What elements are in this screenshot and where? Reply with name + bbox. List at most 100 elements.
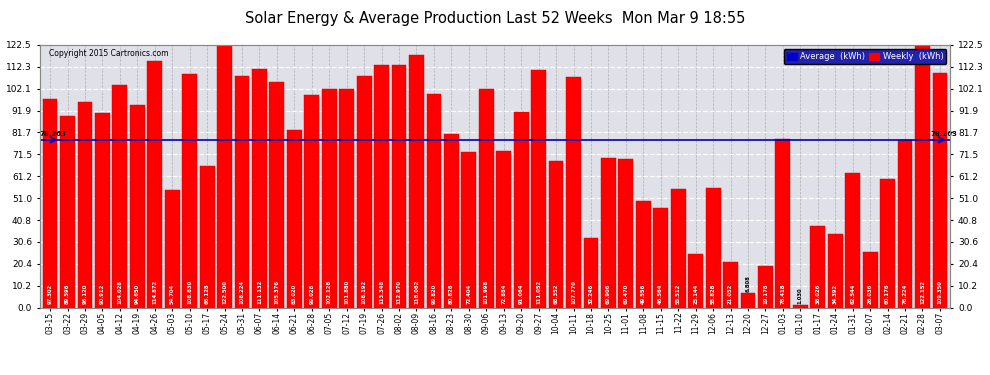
Text: 1.030: 1.030 [798,288,803,304]
Bar [758,266,773,308]
Bar [915,46,930,308]
Text: 68.352: 68.352 [553,284,558,304]
Text: 60.176: 60.176 [885,284,890,304]
Bar [130,105,145,308]
Bar [619,159,634,308]
Bar [845,174,860,308]
Text: 34.392: 34.392 [833,284,838,304]
Text: 108.224: 108.224 [240,280,245,304]
Bar [862,252,877,308]
Bar [688,254,703,308]
Bar [566,76,581,308]
Bar [741,293,755,308]
Text: 54.704: 54.704 [169,284,174,304]
Bar [880,178,895,308]
Text: 111.132: 111.132 [257,280,262,304]
Text: 94.650: 94.650 [135,284,140,304]
Text: 99.028: 99.028 [309,284,314,304]
Text: 21.052: 21.052 [728,284,733,304]
Text: 46.564: 46.564 [658,284,663,304]
Text: 89.596: 89.596 [65,284,70,304]
Text: 122.500: 122.500 [222,280,227,304]
Text: 107.770: 107.770 [571,280,576,304]
Text: 91.064: 91.064 [519,284,524,304]
Bar [706,188,721,308]
Legend: Average  (kWh), Weekly  (kWh): Average (kWh), Weekly (kWh) [784,49,946,64]
Bar [653,208,668,308]
Bar [898,140,913,308]
Text: 19.178: 19.178 [763,284,768,304]
Text: 38.026: 38.026 [816,284,821,304]
Bar [496,152,511,308]
Text: 25.144: 25.144 [693,284,698,304]
Bar [322,88,337,308]
Bar [304,95,319,308]
Text: 78.418: 78.418 [780,284,785,304]
Bar [828,234,842,308]
Text: 96.120: 96.120 [82,284,87,304]
Bar [148,62,162,308]
Text: 104.028: 104.028 [118,280,123,304]
Text: 78.263: 78.263 [930,130,957,136]
Bar [356,76,371,307]
Bar [409,54,424,307]
Bar [392,65,407,308]
Text: 55.512: 55.512 [676,284,681,304]
Text: 90.912: 90.912 [100,284,105,304]
Text: 101.880: 101.880 [345,280,349,304]
Text: 72.404: 72.404 [466,284,471,304]
Text: 55.828: 55.828 [711,284,716,304]
Bar [252,69,267,308]
Text: 32.246: 32.246 [588,284,593,304]
Bar [77,102,92,308]
Bar [636,201,650,308]
Text: 112.970: 112.970 [397,280,402,304]
Bar [43,99,57,308]
Text: 102.128: 102.128 [327,280,332,304]
Bar [374,64,389,308]
Text: 69.470: 69.470 [624,284,629,304]
Text: 83.020: 83.020 [292,284,297,304]
Text: 122.152: 122.152 [920,280,925,304]
Bar [723,262,738,308]
Bar [235,76,249,307]
Bar [601,158,616,308]
Text: 97.302: 97.302 [48,284,52,304]
Text: 62.544: 62.544 [850,284,855,304]
Text: 69.906: 69.906 [606,284,611,304]
Bar [548,161,563,308]
Bar [287,130,302,308]
Text: 109.350: 109.350 [938,280,942,304]
Text: 49.556: 49.556 [641,284,645,304]
Text: 80.826: 80.826 [448,284,453,304]
Bar [164,190,179,308]
Bar [182,74,197,307]
Bar [444,134,458,308]
Text: 72.884: 72.884 [501,284,506,304]
Bar [200,166,215,308]
Bar [793,305,808,308]
Text: 108.830: 108.830 [187,280,192,304]
Bar [60,116,75,308]
Bar [532,69,546,308]
Text: 66.128: 66.128 [205,284,210,304]
Bar [671,189,686,308]
Bar [461,152,476,308]
Bar [775,140,790,308]
Bar [583,238,598,308]
Bar [479,89,494,308]
Bar [811,226,826,308]
Text: 113.348: 113.348 [379,280,384,304]
Bar [217,45,232,308]
Bar [340,89,354,308]
Text: 99.820: 99.820 [432,284,437,304]
Text: Solar Energy & Average Production Last 52 Weeks  Mon Mar 9 18:55: Solar Energy & Average Production Last 5… [245,11,745,26]
Text: 118.062: 118.062 [414,280,419,304]
Bar [427,94,442,308]
Text: 105.376: 105.376 [274,280,279,304]
Text: 26.036: 26.036 [867,284,872,304]
Text: Copyright 2015 Cartronics.com: Copyright 2015 Cartronics.com [49,49,168,58]
Bar [95,113,110,308]
Text: 114.872: 114.872 [152,280,157,304]
Text: 108.192: 108.192 [361,280,366,304]
